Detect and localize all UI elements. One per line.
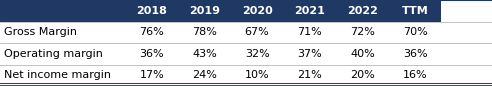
Bar	[178, 22, 231, 43]
Text: 40%: 40%	[350, 49, 375, 59]
Text: TTM: TTM	[401, 6, 429, 16]
Bar	[336, 22, 389, 43]
Bar	[336, 0, 389, 22]
Text: 24%: 24%	[192, 70, 217, 80]
Text: 2019: 2019	[189, 6, 220, 16]
Text: 16%: 16%	[402, 70, 428, 80]
Text: 76%: 76%	[139, 27, 164, 37]
Bar	[125, 0, 178, 22]
Text: 2021: 2021	[294, 6, 325, 16]
Bar	[389, 43, 441, 64]
Text: Gross Margin: Gross Margin	[4, 27, 77, 37]
Bar	[336, 64, 389, 86]
Bar	[231, 64, 283, 86]
Bar	[283, 64, 336, 86]
Text: 32%: 32%	[245, 49, 270, 59]
Text: 20%: 20%	[350, 70, 375, 80]
Text: 2022: 2022	[347, 6, 378, 16]
Bar	[231, 22, 283, 43]
Bar	[125, 64, 178, 86]
Bar	[125, 22, 178, 43]
Bar	[178, 64, 231, 86]
Text: 21%: 21%	[297, 70, 322, 80]
Text: 67%: 67%	[245, 27, 270, 37]
Text: 10%: 10%	[245, 70, 270, 80]
Text: Net income margin: Net income margin	[4, 70, 111, 80]
Text: 36%: 36%	[139, 49, 164, 59]
Bar	[0, 43, 125, 64]
Text: 71%: 71%	[297, 27, 322, 37]
Bar	[231, 0, 283, 22]
Bar	[0, 22, 125, 43]
Bar	[389, 64, 441, 86]
Text: 17%: 17%	[139, 70, 164, 80]
Bar	[389, 0, 441, 22]
Text: Operating margin: Operating margin	[4, 49, 103, 59]
Bar	[231, 43, 283, 64]
Text: 2018: 2018	[136, 6, 167, 16]
Text: 36%: 36%	[402, 49, 428, 59]
Bar	[178, 43, 231, 64]
Bar	[336, 43, 389, 64]
Text: 70%: 70%	[402, 27, 428, 37]
Bar	[283, 43, 336, 64]
Bar	[389, 22, 441, 43]
Bar	[0, 64, 125, 86]
Bar	[178, 0, 231, 22]
Text: 2020: 2020	[242, 6, 273, 16]
Bar	[125, 43, 178, 64]
Bar	[283, 22, 336, 43]
Text: 37%: 37%	[297, 49, 322, 59]
Bar	[283, 0, 336, 22]
Text: 78%: 78%	[192, 27, 217, 37]
Text: 43%: 43%	[192, 49, 217, 59]
Bar	[0, 0, 125, 22]
Text: 72%: 72%	[350, 27, 375, 37]
